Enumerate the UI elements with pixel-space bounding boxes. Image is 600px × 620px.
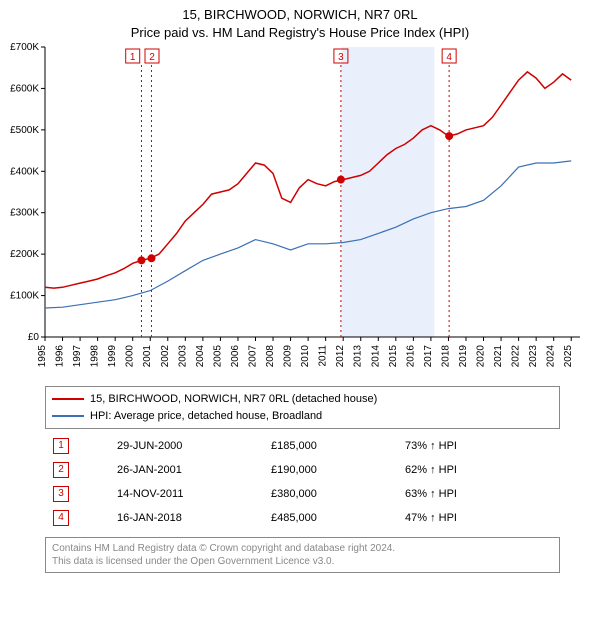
table-row: 1 29-JUN-2000£185,00073% ↑ HPI [47, 435, 543, 457]
sale-point [147, 255, 155, 263]
legend: 15, BIRCHWOOD, NORWICH, NR7 0RL (detache… [45, 386, 560, 429]
sale-price: £185,000 [265, 435, 397, 457]
sale-num-box: 3 [53, 486, 69, 502]
x-tick-label: 2025 [563, 345, 574, 368]
sale-point [137, 257, 145, 265]
property-line [45, 72, 571, 288]
legend-swatch [52, 398, 84, 400]
legend-label: HPI: Average price, detached house, Broa… [90, 410, 322, 422]
sale-date: 16-JAN-2018 [111, 507, 263, 529]
sale-marker-num: 2 [149, 52, 155, 63]
x-tick-label: 2023 [528, 345, 539, 368]
sale-delta: 73% ↑ HPI [399, 435, 543, 457]
chart-title-subtitle: Price paid vs. HM Land Registry's House … [0, 24, 600, 42]
hpi-line [45, 161, 571, 308]
x-tick-label: 2005 [212, 345, 223, 368]
x-tick-label: 2024 [546, 345, 557, 368]
x-tick-label: 2018 [440, 345, 451, 368]
legend-swatch [52, 415, 84, 417]
table-row: 4 16-JAN-2018£485,00047% ↑ HPI [47, 507, 543, 529]
sale-num-box: 1 [53, 438, 69, 454]
y-tick-label: £200K [10, 250, 39, 261]
data-attribution: Contains HM Land Registry data © Crown c… [45, 537, 560, 573]
sale-price: £380,000 [265, 483, 397, 505]
x-tick-label: 2016 [405, 345, 416, 368]
legend-item: HPI: Average price, detached house, Broa… [52, 408, 553, 425]
sale-price: £190,000 [265, 459, 397, 481]
sale-marker-num: 4 [446, 52, 452, 63]
legend-label: 15, BIRCHWOOD, NORWICH, NR7 0RL (detache… [90, 393, 377, 405]
sale-date: 14-NOV-2011 [111, 483, 263, 505]
y-tick-label: £300K [10, 208, 39, 219]
sale-delta: 47% ↑ HPI [399, 507, 543, 529]
x-tick-label: 2021 [493, 345, 504, 368]
sale-delta: 63% ↑ HPI [399, 483, 543, 505]
legend-item: 15, BIRCHWOOD, NORWICH, NR7 0RL (detache… [52, 391, 553, 408]
sale-marker-num: 1 [130, 52, 136, 63]
x-tick-label: 2001 [142, 345, 153, 368]
x-tick-label: 2004 [195, 345, 206, 368]
x-tick-label: 2010 [300, 345, 311, 368]
y-tick-label: £700K [10, 42, 39, 53]
x-tick-label: 2015 [388, 345, 399, 368]
x-tick-label: 2022 [511, 345, 522, 368]
x-tick-label: 2009 [283, 345, 294, 368]
sale-date: 29-JUN-2000 [111, 435, 263, 457]
table-row: 3 14-NOV-2011£380,00063% ↑ HPI [47, 483, 543, 505]
x-tick-label: 2020 [476, 345, 487, 368]
y-tick-label: £400K [10, 167, 39, 178]
x-tick-label: 1995 [37, 345, 48, 368]
y-tick-label: £100K [10, 291, 39, 302]
x-tick-label: 1996 [55, 345, 66, 368]
x-tick-label: 2014 [370, 345, 381, 368]
sale-num-box: 4 [53, 510, 69, 526]
x-tick-label: 2012 [335, 345, 346, 368]
table-row: 2 26-JAN-2001£190,00062% ↑ HPI [47, 459, 543, 481]
x-tick-label: 2017 [423, 345, 434, 368]
sale-date: 26-JAN-2001 [111, 459, 263, 481]
sale-delta: 62% ↑ HPI [399, 459, 543, 481]
x-tick-label: 2003 [177, 345, 188, 368]
sale-num-box: 2 [53, 462, 69, 478]
x-tick-label: 2013 [353, 345, 364, 368]
x-tick-label: 2002 [160, 345, 171, 368]
x-tick-label: 2008 [265, 345, 276, 368]
sale-price: £485,000 [265, 507, 397, 529]
x-tick-label: 2011 [318, 345, 329, 367]
sales-table: 1 29-JUN-2000£185,00073% ↑ HPI 2 26-JAN-200… [45, 433, 545, 531]
sale-point [445, 132, 453, 140]
estimate-band [341, 47, 434, 337]
y-tick-label: £500K [10, 125, 39, 136]
y-tick-label: £600K [10, 84, 39, 95]
x-tick-label: 1999 [107, 345, 118, 368]
chart-title-address: 15, BIRCHWOOD, NORWICH, NR7 0RL [0, 6, 600, 24]
x-tick-label: 1997 [72, 345, 83, 368]
sale-marker-num: 3 [338, 52, 344, 63]
attribution-line-1: Contains HM Land Registry data © Crown c… [52, 542, 553, 555]
x-tick-label: 2007 [247, 345, 258, 368]
sale-point [337, 176, 345, 184]
x-tick-label: 2000 [125, 345, 136, 368]
y-tick-label: £0 [28, 332, 40, 343]
attribution-line-2: This data is licensed under the Open Gov… [52, 555, 553, 568]
x-tick-label: 2019 [458, 345, 469, 368]
price-chart: £0 £100K £200K £300K £400K £500K £600K £700K 199… [0, 42, 600, 382]
x-tick-label: 1998 [90, 345, 101, 368]
x-tick-label: 2006 [230, 345, 241, 368]
